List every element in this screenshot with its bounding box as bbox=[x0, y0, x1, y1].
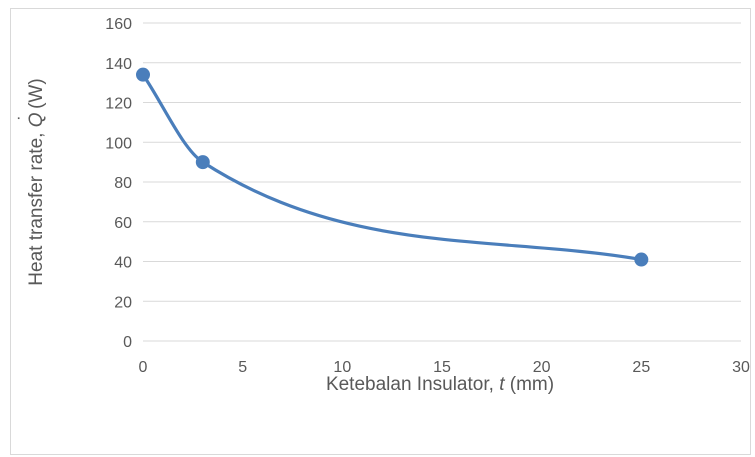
y-tick-label: 0 bbox=[123, 334, 132, 351]
gridlines bbox=[143, 22, 741, 342]
x-tick-label: 20 bbox=[533, 359, 551, 376]
x-tick-label: 10 bbox=[333, 359, 351, 376]
data-point bbox=[136, 67, 150, 82]
x-tick-labels: 0 5 10 15 20 25 30 bbox=[139, 359, 750, 376]
y-tick-label: 100 bbox=[105, 135, 132, 152]
x-tick-label: 0 bbox=[139, 359, 148, 376]
x-tick-label: 15 bbox=[433, 359, 451, 376]
data-point bbox=[195, 155, 210, 170]
series-line bbox=[141, 73, 643, 262]
x-axis-title: Ketebalan Insulator, t (mm) bbox=[326, 374, 554, 395]
y-tick-label: 60 bbox=[114, 215, 132, 232]
y-tick-label: 120 bbox=[105, 96, 132, 113]
y-tick-label: 40 bbox=[114, 255, 132, 272]
data-point bbox=[634, 252, 649, 267]
y-tick-label: 20 bbox=[114, 294, 132, 311]
x-tick-label: 5 bbox=[238, 359, 247, 376]
plot-series bbox=[136, 67, 649, 267]
y-tick-label: 160 bbox=[105, 16, 132, 33]
x-tick-label: 25 bbox=[632, 359, 650, 376]
y-axis-title: Heat transfer rate, Q˙ (W) bbox=[16, 78, 47, 285]
y-tick-labels: 0 20 40 60 80 100 120 140 160 bbox=[105, 16, 132, 351]
y-tick-label: 140 bbox=[105, 56, 132, 73]
y-tick-label: 80 bbox=[114, 175, 132, 192]
x-tick-label: 30 bbox=[732, 359, 750, 376]
